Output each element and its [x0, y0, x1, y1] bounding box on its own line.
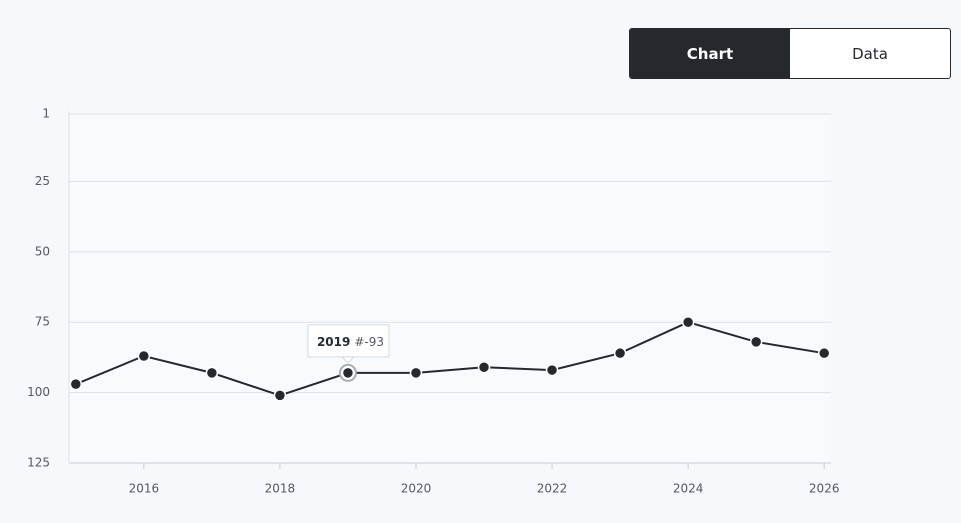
point [409, 366, 423, 380]
point [613, 346, 627, 360]
x-tick-label: 2024 [673, 482, 704, 496]
x-tick-label: 2022 [537, 482, 568, 496]
x-tick-label: 2016 [129, 482, 160, 496]
x-tick-label: 2018 [265, 482, 296, 496]
point [273, 389, 287, 402]
point [681, 315, 695, 329]
view-toggle: Chart Data [629, 28, 951, 79]
tooltip-pointer [340, 356, 356, 364]
plot-area [69, 111, 831, 463]
tooltip-value: #-93 [354, 334, 384, 348]
point [749, 335, 763, 349]
point [477, 361, 491, 374]
x-tick-label: 2020 [401, 482, 432, 496]
tooltip: 2019 #-93 [307, 324, 390, 364]
tooltip-box [307, 324, 390, 358]
point [341, 366, 355, 380]
y-tick-label: 50 [35, 244, 50, 258]
y-tick-label: 1 [42, 106, 50, 120]
point [69, 377, 83, 391]
tooltip-title: 2019 [317, 334, 350, 348]
point [817, 346, 831, 360]
toggle-button[interactable]: Chart [630, 29, 790, 78]
line [75, 321, 825, 397]
point [205, 366, 219, 380]
point [545, 363, 559, 377]
y-tick-label: 125 [27, 456, 50, 470]
y-tick-label: 75 [35, 315, 50, 329]
y-tick-label: 25 [35, 174, 50, 188]
tooltip-text: 2019 #-93 [317, 334, 384, 348]
toggle-button[interactable]: Data [852, 44, 888, 63]
y-tick-label: 100 [27, 385, 50, 399]
x-tick-label: 2026 [809, 482, 840, 496]
point [137, 349, 151, 363]
